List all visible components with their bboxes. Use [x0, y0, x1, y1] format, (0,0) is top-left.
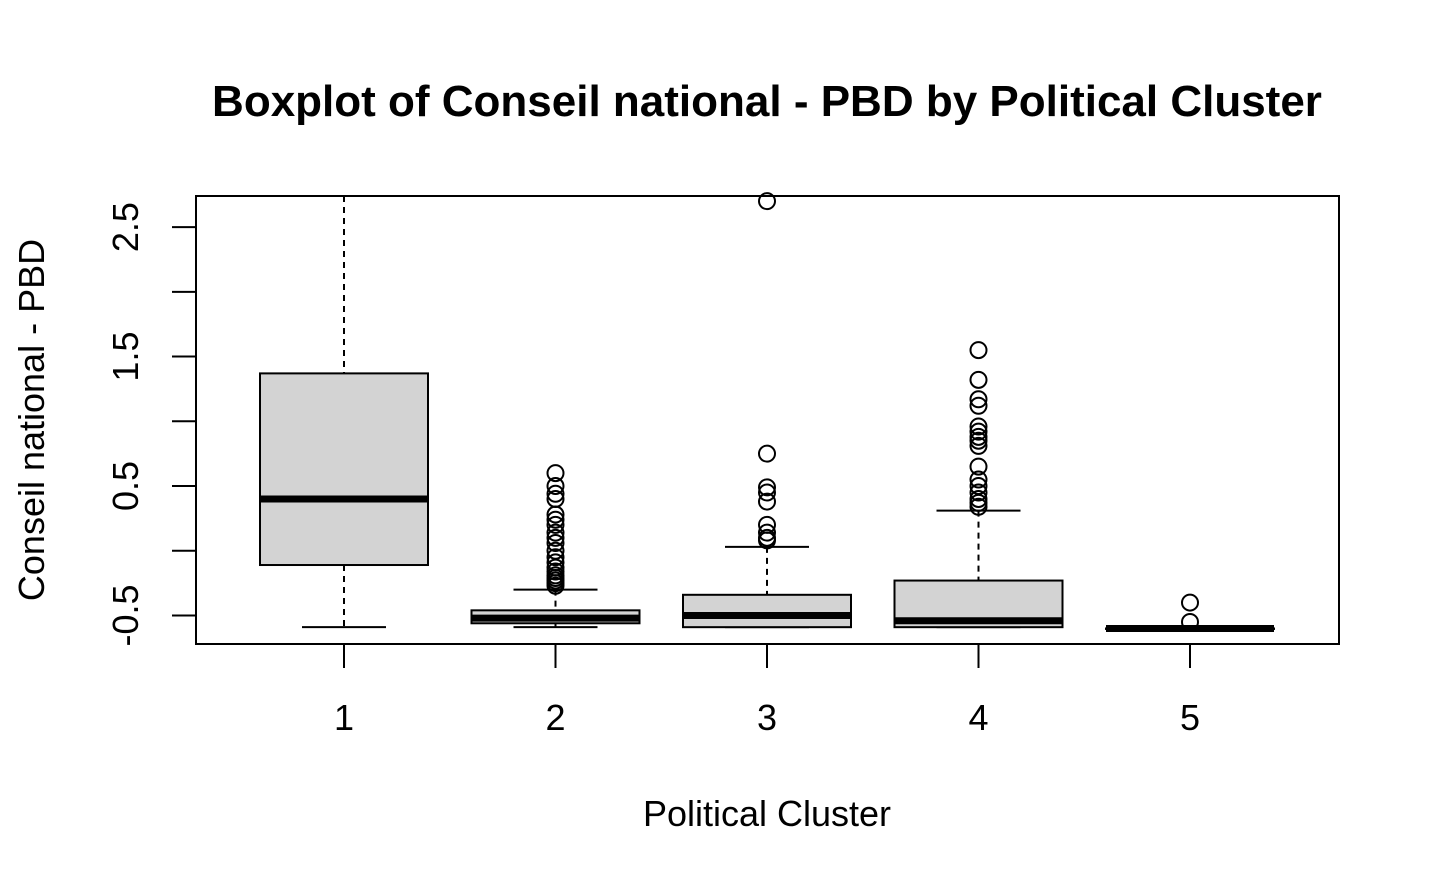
x-tick-label: 5 — [1180, 697, 1200, 738]
outlier-point — [546, 484, 565, 503]
outlier-point — [969, 470, 988, 489]
outlier-point — [758, 492, 776, 511]
outlier-point — [1181, 593, 1199, 612]
outlier-point — [969, 489, 988, 508]
outlier-point — [758, 523, 776, 542]
x-tick-label: 2 — [545, 697, 565, 738]
outlier-point — [546, 464, 565, 483]
chart-title: Boxplot of Conseil national - PBD by Pol… — [212, 77, 1322, 126]
outlier-point — [969, 370, 988, 389]
outlier-point — [546, 489, 565, 508]
y-tick-label: 2.5 — [105, 202, 146, 252]
y-tick-label: 1.5 — [105, 332, 146, 382]
outlier-point — [546, 541, 565, 560]
outlier-point — [758, 515, 776, 534]
plot-area: -0.5 0.5 1.5 2.5 1 2 3 4 5 — [105, 192, 1340, 738]
outlier-point — [758, 483, 776, 502]
outlier-point — [546, 548, 565, 567]
outlier-point — [546, 510, 565, 529]
box-iqr — [259, 372, 429, 567]
outlier-point — [969, 436, 988, 455]
outlier-point — [969, 390, 988, 409]
outlier-point — [546, 553, 565, 572]
outlier-point — [758, 528, 776, 547]
y-axis-label: Conseil national - PBD — [11, 239, 52, 601]
x-tick-label: 3 — [757, 697, 777, 738]
outlier-point — [546, 528, 565, 547]
y-tick-label: -0.5 — [105, 584, 146, 646]
outlier-point — [1181, 612, 1199, 631]
x-tick-label: 1 — [334, 697, 354, 738]
outlier-point — [969, 457, 988, 476]
outlier-point — [758, 444, 776, 463]
y-tick-label: 0.5 — [105, 461, 146, 511]
outlier-point — [546, 534, 565, 553]
outlier-point — [546, 477, 565, 496]
outlier-point — [969, 427, 988, 446]
outlier-point — [758, 192, 776, 211]
outlier-point — [969, 341, 988, 360]
outlier-point — [969, 477, 988, 496]
outlier-point — [546, 523, 565, 542]
box-iqr — [682, 593, 852, 629]
x-tick-label: 4 — [968, 697, 988, 738]
outlier-point — [969, 417, 988, 436]
outlier-point — [969, 396, 988, 415]
outlier-point — [969, 422, 988, 441]
outlier-point — [758, 478, 776, 497]
outlier-point — [969, 483, 988, 502]
outlier-point — [546, 515, 565, 534]
x-axis-label: Political Cluster — [643, 793, 891, 834]
